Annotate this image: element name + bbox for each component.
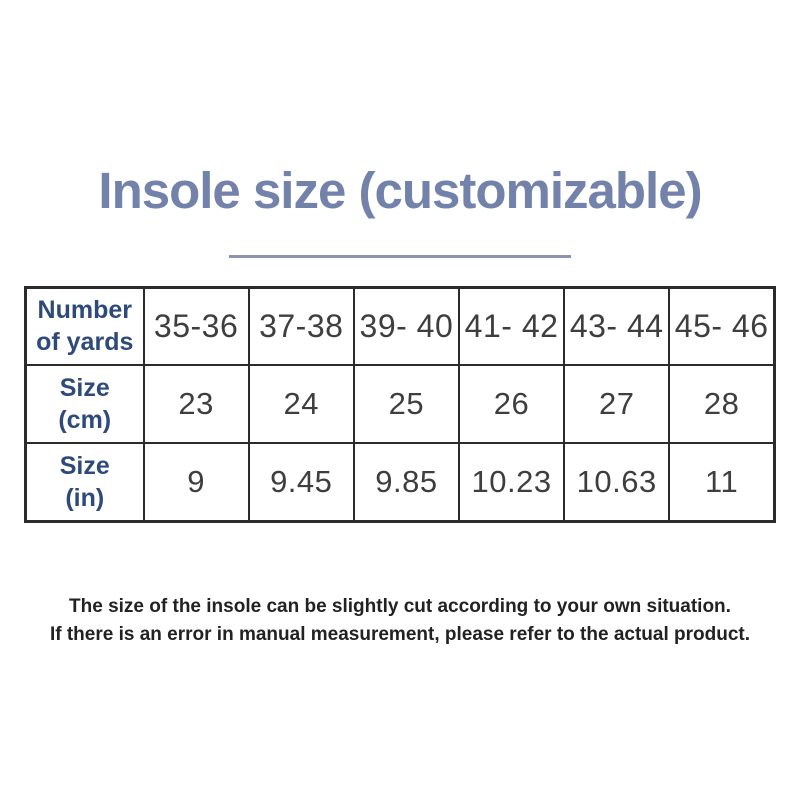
table-row-size-in: Size (in) 9 9.45 9.85 10.23 10.63 11: [24, 442, 776, 523]
table-cell-yards-2: 37-38: [247, 286, 355, 367]
footnote: The size of the insole can be slightly c…: [0, 593, 800, 650]
table-cell-cm-2: 24: [247, 364, 355, 445]
table-cell-cm-5: 27: [563, 364, 671, 445]
title-underline: [229, 254, 571, 258]
row-header-line: (cm): [58, 406, 112, 435]
row-header-line: (in): [65, 483, 105, 512]
page-title: Insole size (customizable): [98, 162, 702, 219]
row-header-size-in: Size (in): [24, 442, 145, 523]
footnote-line-2: If there is an error in manual measureme…: [49, 624, 751, 646]
footnote-line-1: The size of the insole can be slightly c…: [69, 595, 731, 617]
table-cell-cm-4: 26: [457, 364, 566, 445]
table-cell-cm-6: 28: [668, 364, 776, 445]
table-cell-in-6: 11: [668, 442, 776, 523]
row-header-line: Size: [59, 374, 110, 403]
table-cell-yards-3: 39- 40: [352, 286, 460, 367]
table-cell-cm-3: 25: [352, 364, 460, 445]
table-cell-cm-1: 23: [142, 364, 250, 445]
table-row-size-cm: Size (cm) 23 24 25 26 27 28: [24, 364, 776, 445]
row-header-yards: Number of yards: [24, 286, 145, 367]
row-header-line: of yards: [36, 328, 134, 357]
table-cell-in-1: 9: [142, 442, 250, 523]
table-cell-in-2: 9.45: [247, 442, 355, 523]
table-cell-in-4: 10.23: [457, 442, 566, 523]
row-header-size-cm: Size (cm): [24, 364, 145, 445]
table-cell-yards-6: 45- 46: [668, 286, 776, 367]
table-cell-yards-4: 41- 42: [457, 286, 566, 367]
size-table: Number of yards 35-36 37-38 39- 40 41- 4…: [24, 285, 776, 523]
table-cell-in-3: 9.85: [352, 442, 460, 523]
table-cell-in-5: 10.63: [563, 442, 671, 523]
table-row-yards: Number of yards 35-36 37-38 39- 40 41- 4…: [24, 286, 776, 367]
row-header-line: Size: [59, 451, 110, 480]
table-cell-yards-1: 35-36: [142, 286, 250, 367]
table-cell-yards-5: 43- 44: [563, 286, 671, 367]
row-header-line: Number: [37, 296, 132, 325]
